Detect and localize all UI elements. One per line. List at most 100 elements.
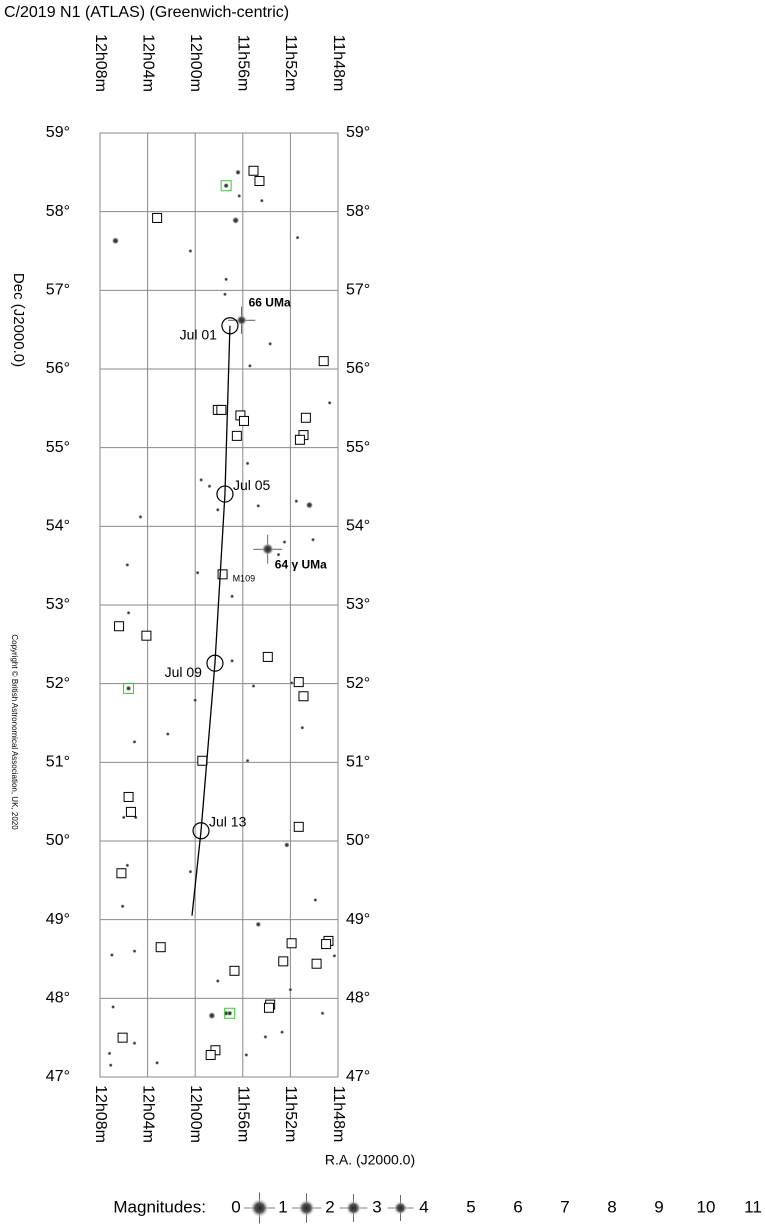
deep-sky-object <box>141 630 152 641</box>
y-tick-label-right: 53° <box>346 596 370 613</box>
x-tick-label-bottom: 11h48m <box>330 1086 347 1143</box>
star <box>276 552 281 557</box>
legend-star <box>297 1199 316 1217</box>
chart-title: C/2019 N1 (ATLAS) (Greenwich-centric) <box>4 4 289 21</box>
legend-magnitude: 5 <box>466 1197 475 1216</box>
star <box>267 341 273 347</box>
star <box>300 725 305 730</box>
star <box>263 1034 268 1040</box>
star <box>125 562 130 568</box>
deep-sky-object <box>205 1049 216 1060</box>
deep-sky-object <box>300 412 311 423</box>
star <box>294 498 299 504</box>
star <box>120 904 125 909</box>
deep-sky-object <box>293 677 304 688</box>
star <box>223 182 230 189</box>
deep-sky-object <box>125 806 136 817</box>
y-tick-label-right: 56° <box>346 360 370 377</box>
star <box>231 216 240 225</box>
star <box>244 1052 249 1058</box>
y-tick-label-left: 53° <box>46 596 70 613</box>
star <box>229 658 235 664</box>
legend-magnitude: 3 <box>372 1197 381 1216</box>
star <box>251 683 256 689</box>
y-tick-label-right: 48° <box>346 990 370 1007</box>
star <box>207 484 212 489</box>
star <box>138 514 143 520</box>
date-label: Jul 05 <box>233 477 271 493</box>
x-tick-label-top: 11h48m <box>330 35 347 92</box>
y-tick-label-left: 48° <box>46 990 70 1007</box>
x-tick-label-top: 11h56m <box>235 35 252 92</box>
legend-magnitude: 10 <box>697 1197 716 1216</box>
highlight-box <box>220 180 232 192</box>
legend-magnitude: 2 <box>325 1197 334 1216</box>
legend-magnitude: 7 <box>560 1197 569 1216</box>
legend-star <box>345 1200 362 1216</box>
star <box>198 477 204 483</box>
star <box>222 292 228 297</box>
star <box>245 461 250 466</box>
deep-sky-object <box>229 965 240 976</box>
deep-sky-object <box>123 791 134 802</box>
highlight-box <box>224 1007 236 1019</box>
deep-sky-object <box>155 942 166 953</box>
star <box>288 987 293 992</box>
comet-position <box>206 654 224 672</box>
x-tick-label-bottom: 11h52m <box>282 1086 299 1143</box>
star <box>226 1010 233 1017</box>
deep-sky-object <box>318 356 329 367</box>
star <box>255 921 262 928</box>
deep-sky-object <box>286 938 297 949</box>
star-name: 64 γ UMa <box>275 557 327 571</box>
deep-sky-object <box>216 404 227 415</box>
star <box>121 815 127 820</box>
x-tick-label-top: 12h08m <box>92 34 109 92</box>
deep-sky-object <box>248 165 259 176</box>
y-tick-label-left: 51° <box>46 754 70 771</box>
star <box>193 697 198 703</box>
legend-magnitude: 9 <box>654 1197 663 1216</box>
star <box>247 363 253 369</box>
y-tick-label-left: 58° <box>46 203 70 220</box>
comet-position <box>216 485 234 503</box>
legend-magnitude: 0 <box>231 1197 240 1216</box>
star <box>207 1011 216 1020</box>
star <box>132 1040 137 1046</box>
object-label: M109 <box>233 574 256 584</box>
comet-track <box>191 325 231 916</box>
y-axis-label: Dec (J2000.0) <box>10 273 27 367</box>
star <box>132 739 137 745</box>
comet-position <box>192 822 210 840</box>
star <box>188 248 193 254</box>
x-tick-label-bottom: 12h08m <box>92 1085 109 1143</box>
x-tick-label-top: 11h52m <box>282 35 299 92</box>
star <box>108 1063 113 1068</box>
y-tick-label-right: 51° <box>346 754 370 771</box>
star <box>320 1011 325 1016</box>
star <box>125 863 130 868</box>
deep-sky-object <box>254 175 265 186</box>
star <box>332 953 337 959</box>
deep-sky-object <box>298 691 309 702</box>
deep-sky-object <box>311 958 322 969</box>
star <box>215 978 221 984</box>
y-tick-label-right: 59° <box>346 124 370 141</box>
star-name: 66 UMa <box>249 295 291 309</box>
star <box>111 236 120 245</box>
star <box>125 685 132 692</box>
named-star <box>236 314 248 326</box>
named-star <box>261 542 275 556</box>
x-tick-label-top: 12h00m <box>187 34 204 92</box>
star <box>234 169 242 176</box>
deep-sky-object <box>231 430 242 441</box>
deep-sky-object <box>293 821 304 832</box>
star <box>215 507 221 513</box>
deep-sky-object <box>116 868 127 879</box>
star <box>310 537 316 542</box>
date-label: Jul 09 <box>165 664 203 680</box>
y-tick-label-left: 57° <box>46 282 70 299</box>
legend-title: Magnitudes: <box>113 1197 206 1216</box>
comet-position <box>221 317 239 335</box>
x-tick-label-bottom: 12h04m <box>139 1085 156 1143</box>
